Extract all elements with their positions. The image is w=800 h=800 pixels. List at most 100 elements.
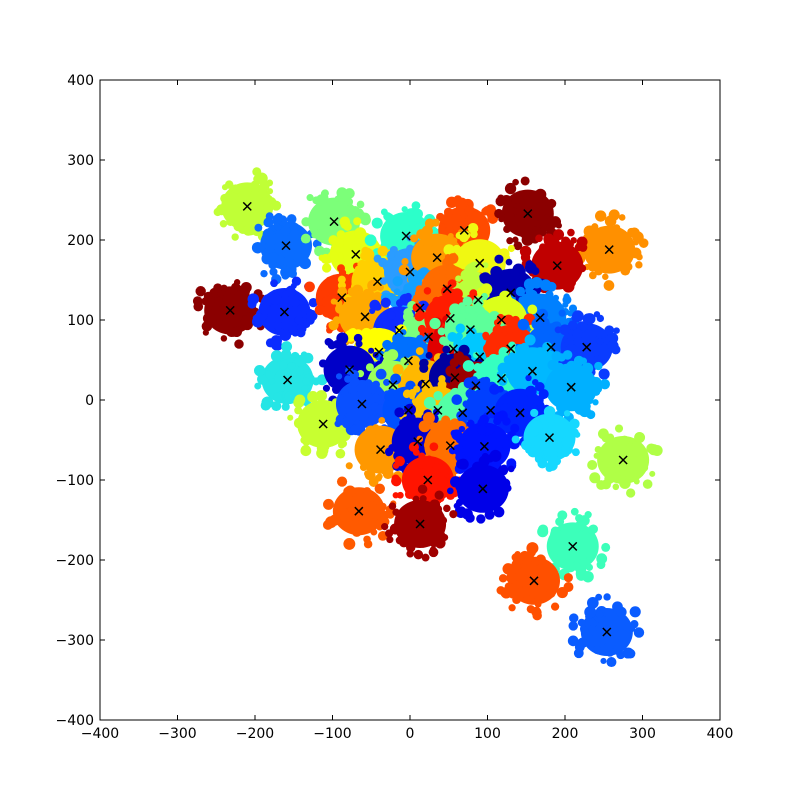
cluster-point: [561, 436, 574, 448]
cluster-point: [620, 265, 631, 276]
cluster-point: [260, 400, 271, 411]
cluster-point: [434, 490, 444, 500]
cluster-point: [596, 338, 604, 346]
cluster-point: [464, 480, 472, 489]
cluster-point: [505, 370, 514, 379]
center-marker: [496, 315, 506, 325]
cluster-point: [281, 341, 293, 353]
cluster-point: [503, 314, 514, 326]
cluster-point: [228, 192, 239, 203]
cluster-point: [498, 216, 505, 223]
cluster-point: [532, 588, 545, 601]
cluster-point: [325, 360, 333, 368]
cluster-point: [513, 273, 520, 281]
cluster-point: [416, 408, 425, 417]
cluster-point: [407, 479, 415, 487]
center-marker: [523, 209, 533, 219]
center-marker: [281, 241, 291, 251]
cluster-point: [363, 451, 373, 461]
cluster-point: [359, 463, 368, 471]
cluster-point: [468, 308, 476, 316]
x-axis: −400 −300 −200 −100 0 100 200 300 400: [81, 80, 733, 742]
cluster-point: [545, 464, 554, 472]
cluster-point: [512, 555, 523, 566]
y-tick-label: −400: [56, 713, 94, 729]
center-marker: [372, 277, 382, 287]
cluster-point: [279, 329, 292, 341]
cluster-point: [439, 352, 449, 362]
cluster-point: [466, 419, 475, 428]
cluster-point: [562, 295, 572, 305]
cluster-point: [321, 305, 334, 318]
cluster-point: [381, 359, 391, 369]
cluster-point: [506, 458, 517, 469]
cluster-point: [433, 390, 443, 401]
cluster-point: [392, 508, 400, 516]
cluster-point: [476, 313, 488, 325]
cluster-point: [213, 283, 223, 293]
cluster-point: [423, 441, 432, 449]
center-marker: [465, 325, 475, 335]
cluster-point: [513, 381, 522, 391]
cluster-point: [375, 368, 387, 380]
cluster-point: [616, 650, 626, 660]
cluster-point: [453, 502, 460, 510]
cluster-point: [229, 287, 238, 295]
center-marker: [458, 408, 468, 418]
cluster-point: [515, 286, 526, 297]
cluster-point: [587, 459, 598, 471]
cluster-point: [344, 485, 356, 497]
y-tick-label: 200: [67, 233, 94, 249]
cluster-point: [570, 275, 578, 283]
cluster-point: [240, 286, 250, 297]
cluster-point: [360, 251, 370, 261]
cluster-point: [494, 254, 504, 264]
cluster-point: [376, 283, 384, 291]
cluster-point: [512, 304, 524, 316]
cluster-point: [339, 347, 347, 355]
cluster-point: [297, 229, 305, 236]
cluster-point: [268, 361, 280, 373]
cluster-point: [450, 429, 458, 437]
cluster-point: [336, 476, 348, 487]
cluster-point: [232, 184, 242, 194]
cluster-point: [420, 245, 430, 255]
cluster-point: [356, 200, 365, 209]
cluster-point: [592, 399, 599, 406]
cluster-point: [541, 324, 549, 332]
cluster-point: [547, 359, 558, 371]
cluster-point: [537, 563, 545, 571]
center-marker: [374, 347, 384, 357]
cluster-point: [472, 244, 482, 253]
cluster-point: [336, 332, 349, 345]
cluster-point: [583, 225, 596, 238]
cluster-point: [534, 600, 542, 608]
cluster-point: [429, 546, 437, 554]
cluster-point: [367, 501, 377, 510]
cluster-point: [443, 244, 455, 256]
cluster-point: [337, 264, 346, 273]
cluster-point: [604, 473, 615, 485]
cluster-point: [495, 196, 506, 207]
cluster-point: [240, 315, 252, 327]
cluster-point: [473, 363, 483, 372]
cluster-point: [269, 293, 282, 305]
cluster-point: [618, 214, 626, 221]
cluster-point: [462, 360, 475, 372]
cluster-point: [472, 297, 484, 309]
cluster-point: [584, 606, 597, 619]
cluster-point: [410, 507, 418, 514]
cluster-point: [438, 375, 446, 383]
cluster-point: [364, 379, 373, 387]
cluster-point: [619, 435, 630, 446]
cluster-point: [649, 470, 656, 477]
cluster-point: [594, 210, 607, 222]
cluster-point: [638, 238, 649, 248]
cluster-point: [498, 347, 509, 358]
center-marker: [433, 405, 443, 415]
cluster-point: [450, 237, 458, 245]
cluster-point: [394, 407, 405, 418]
cluster-point: [290, 297, 300, 308]
cluster-point: [592, 645, 602, 655]
cluster-point: [469, 289, 478, 298]
